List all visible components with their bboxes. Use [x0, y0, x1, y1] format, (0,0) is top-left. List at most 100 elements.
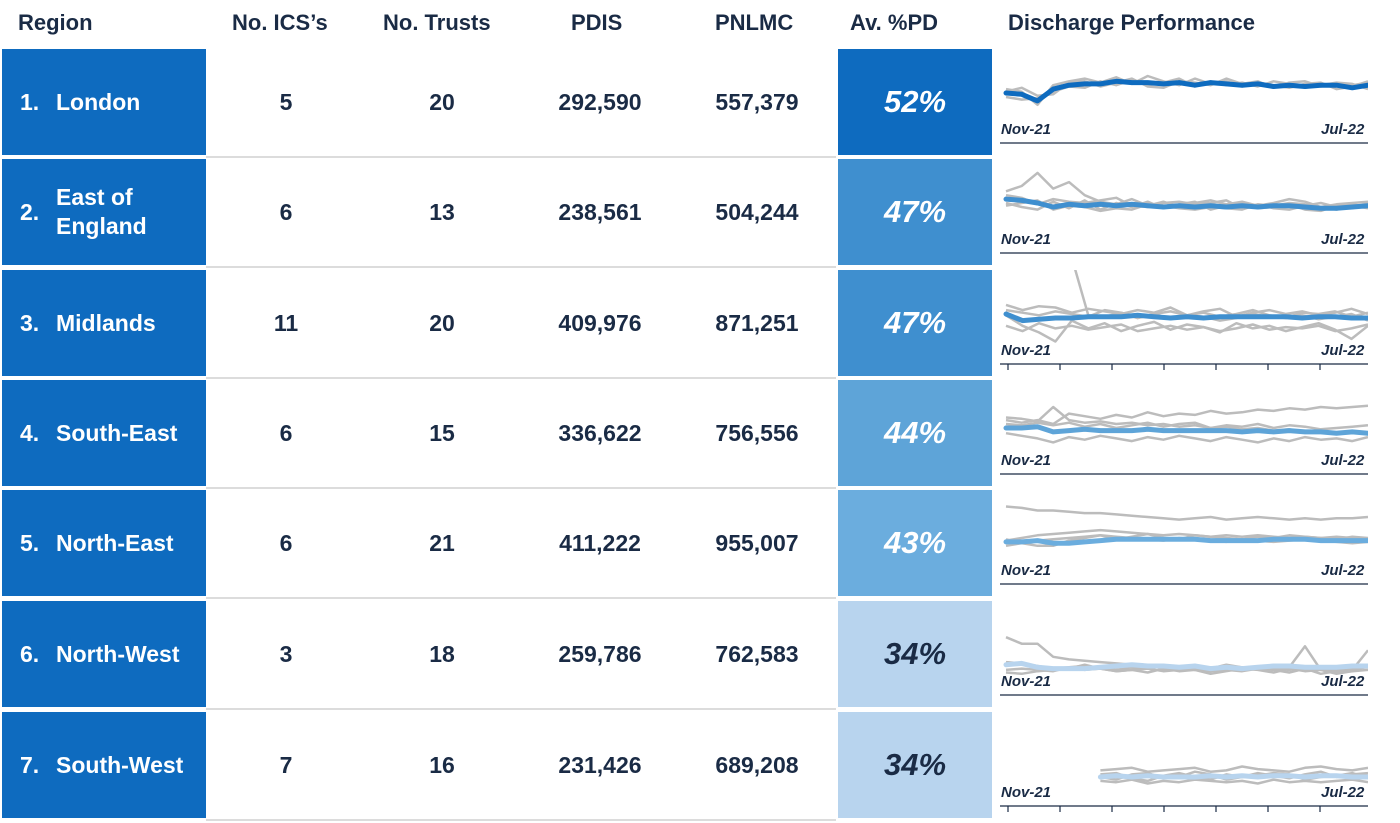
x-end-label: Jul-22 — [1321, 562, 1365, 579]
pdis-value: 231,426 — [558, 751, 642, 778]
trusts-count: 20 — [429, 309, 455, 336]
trusts-count: 15 — [429, 419, 455, 446]
pnlmc-value: 762,583 — [715, 640, 799, 667]
x-end-label: Jul-22 — [1321, 121, 1365, 138]
row-divider — [206, 597, 836, 599]
discharge-sparkline: Nov-21 Jul-22 — [998, 490, 1378, 596]
region-number: 2. — [20, 198, 40, 225]
table-row-7: 7. South-West 7 16 231,426 689,208 34% N… — [0, 712, 1400, 821]
ics-series-line-4 — [1005, 528, 1368, 542]
ics-count: 7 — [279, 751, 293, 778]
region-average-line — [1003, 536, 1368, 546]
region-number: 5. — [20, 529, 40, 556]
region-number: 1. — [20, 88, 40, 115]
region-name: East of England — [56, 184, 147, 239]
pnlmc-value: 557,379 — [715, 88, 799, 115]
ics-count: 3 — [279, 640, 293, 667]
ics-count: 6 — [279, 419, 293, 446]
ics-series-line-3 — [1005, 421, 1368, 431]
ics-series-line-2 — [1100, 778, 1368, 785]
row-divider — [206, 708, 836, 710]
trusts-count: 16 — [429, 751, 455, 778]
pnlmc-value: 756,556 — [715, 419, 799, 446]
trusts-count: 21 — [429, 529, 455, 556]
region-cell: 6. North-West — [2, 601, 206, 707]
ics-count: 6 — [279, 198, 293, 225]
pdis-value: 409,976 — [558, 309, 642, 336]
x-start-label: Nov-21 — [1001, 562, 1052, 579]
header-pdis: PDIS — [571, 10, 623, 35]
trusts-count: 18 — [429, 640, 455, 667]
pdis-value: 238,561 — [558, 198, 642, 225]
sparkline-svg — [1000, 74, 1368, 144]
region-number: 6. — [20, 640, 40, 667]
region-cell: 4. South-East — [2, 380, 206, 486]
trusts-count: 13 — [429, 198, 455, 225]
x-end-label: Jul-22 — [1321, 231, 1365, 248]
sparkline-svg — [1000, 765, 1368, 812]
x-start-label: Nov-21 — [1001, 452, 1052, 469]
region-cell: 7. South-West — [2, 712, 206, 818]
ics-series-line-1 — [1005, 505, 1368, 521]
x-end-label: Jul-22 — [1321, 784, 1365, 801]
ics-count: 6 — [279, 529, 293, 556]
region-name: South-East — [56, 419, 178, 446]
region-average-line — [1003, 660, 1368, 672]
pnlmc-value: 689,208 — [715, 751, 799, 778]
region-name: London — [56, 88, 141, 115]
table-row-2: 2. East of England 6 13 238,561 504,244 … — [0, 159, 1400, 268]
pd-percent: 44% — [838, 380, 992, 486]
pd-percent: 34% — [838, 601, 992, 707]
x-start-label: Nov-21 — [1001, 784, 1052, 801]
sparkline-svg — [1000, 171, 1368, 254]
region-cell: 1. London — [2, 49, 206, 155]
sparkline-svg — [1000, 505, 1368, 585]
sparkline-svg — [1000, 270, 1368, 370]
discharge-sparkline: Nov-21 Jul-22 — [998, 601, 1378, 707]
header-ics: No. ICS’s — [232, 10, 328, 35]
pd-percent: 43% — [838, 490, 992, 596]
pdis-value: 292,590 — [558, 88, 642, 115]
pdis-value: 259,786 — [558, 640, 642, 667]
x-start-label: Nov-21 — [1001, 121, 1052, 138]
x-start-label: Nov-21 — [1001, 342, 1052, 359]
discharge-sparkline: Nov-21 Jul-22 — [998, 159, 1378, 265]
discharge-sparkline: Nov-21 Jul-22 — [998, 49, 1378, 155]
region-number: 7. — [20, 751, 40, 778]
pd-percent: 52% — [838, 49, 992, 155]
region-name: Midlands — [56, 309, 156, 336]
discharge-sparkline: Nov-21 Jul-22 — [998, 712, 1378, 818]
header-pd: Av. %PD — [850, 10, 939, 35]
region-average-line — [1003, 196, 1368, 211]
region-name: North-East — [56, 529, 174, 556]
pd-percent: 47% — [838, 270, 992, 376]
region-number: 4. — [20, 419, 40, 446]
pd-percent: 34% — [838, 712, 992, 818]
region-average-line — [1003, 78, 1368, 104]
region-name: South-West — [56, 751, 184, 778]
sparkline-svg — [1000, 636, 1368, 696]
row-divider — [206, 377, 836, 379]
ics-series-line-4 — [1005, 314, 1368, 343]
ics-series-line-4 — [1005, 431, 1368, 444]
discharge-sparkline: Nov-21 Jul-22 — [998, 380, 1378, 486]
pd-percent: 47% — [838, 159, 992, 265]
ics-count: 11 — [273, 309, 299, 336]
table-row-5: 5. North-East 6 21 411,222 955,007 43% N… — [0, 490, 1400, 599]
pnlmc-value: 504,244 — [715, 198, 799, 225]
x-start-label: Nov-21 — [1001, 231, 1052, 248]
row-divider — [206, 487, 836, 489]
table-row-1: 1. London 5 20 292,590 557,379 52% Nov-2… — [0, 49, 1400, 158]
x-end-label: Jul-22 — [1321, 673, 1365, 690]
x-end-label: Jul-22 — [1321, 452, 1365, 469]
discharge-sparkline: Nov-21 Jul-22 — [998, 270, 1378, 376]
header-discharge-performance: Discharge Performance — [1008, 10, 1255, 35]
region-name: North-West — [56, 640, 180, 667]
region-average-line — [1003, 424, 1368, 436]
pnlmc-value: 871,251 — [715, 309, 799, 336]
region-cell: 3. Midlands — [2, 270, 206, 376]
region-number: 3. — [20, 309, 40, 336]
header-pnlmc: PNLMC — [715, 10, 794, 35]
row-divider — [206, 819, 836, 821]
table-row-4: 4. South-East 6 15 336,622 756,556 44% N… — [0, 380, 1400, 489]
